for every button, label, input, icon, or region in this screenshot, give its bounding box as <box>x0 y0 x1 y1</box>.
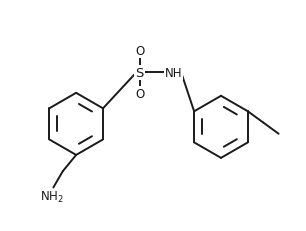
Text: S: S <box>136 66 144 79</box>
Text: NH: NH <box>165 66 182 79</box>
Text: O: O <box>135 88 144 100</box>
Text: O: O <box>135 45 144 58</box>
Text: NH$_2$: NH$_2$ <box>40 189 64 204</box>
